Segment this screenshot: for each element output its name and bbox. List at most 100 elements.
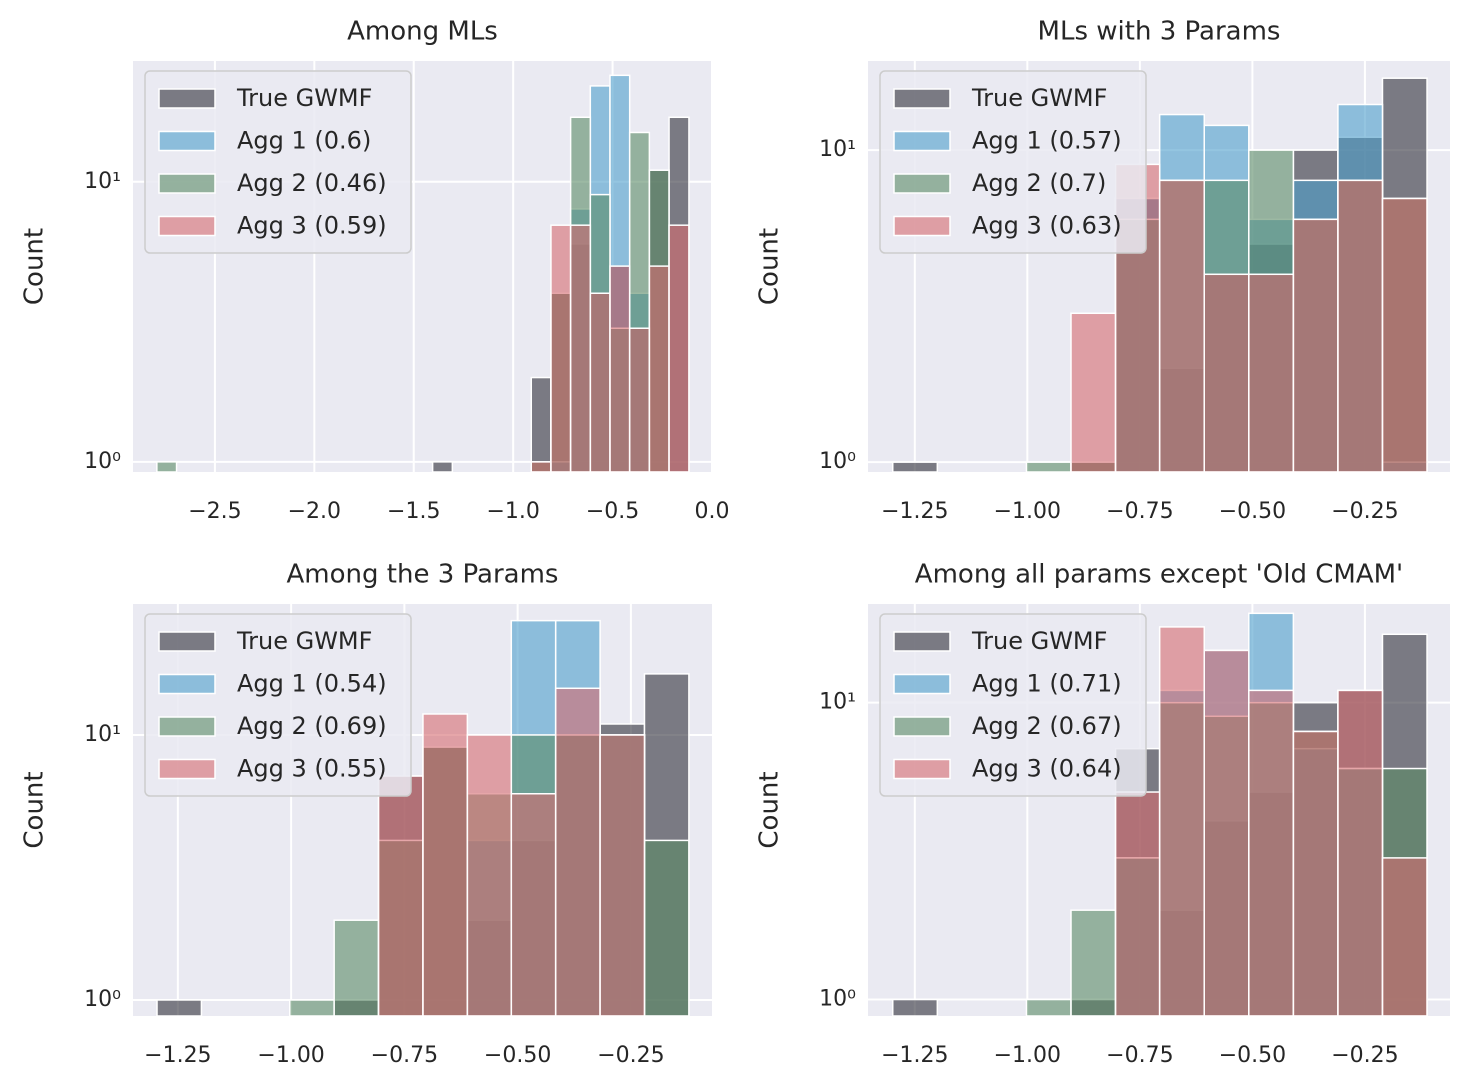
legend-swatch <box>158 88 216 109</box>
bar <box>554 687 601 1017</box>
chart-title: MLs with 3 Params <box>1038 17 1281 47</box>
x-tick-label: −1.00 <box>994 1043 1061 1068</box>
legend-label: Agg 1 (0.57) <box>972 127 1122 155</box>
subplot: −1.25 −1.00 −0.75 −0.50 −0.25 10⁰ 10¹ Among the… <box>20 560 712 1068</box>
bar <box>892 998 939 1017</box>
x-tick-label: −0.50 <box>1219 1043 1286 1068</box>
bar <box>599 734 646 1017</box>
bar <box>569 224 592 473</box>
bar <box>1203 273 1250 473</box>
bar <box>1158 179 1205 473</box>
x-tick-label: −0.75 <box>1106 499 1173 524</box>
legend-box <box>144 70 412 254</box>
legend-label: Agg 3 (0.64) <box>972 755 1122 783</box>
bar <box>510 793 557 1017</box>
legend-label: True GWMF <box>971 627 1107 655</box>
bar <box>1114 791 1161 1017</box>
bar <box>550 224 572 473</box>
bar <box>1025 461 1072 473</box>
bar <box>609 265 631 473</box>
y-tick-label: 10⁰ <box>819 449 856 474</box>
bar <box>1337 179 1384 473</box>
bar <box>1203 649 1250 1017</box>
legend-box <box>144 613 412 797</box>
legend-label: Agg 2 (0.46) <box>237 169 387 197</box>
legend-label: Agg 2 (0.7) <box>972 169 1106 197</box>
legend-swatch <box>893 673 951 695</box>
y-tick-label: 10⁰ <box>819 987 856 1012</box>
bar <box>1381 197 1428 473</box>
x-tick-label: −0.75 <box>1106 1043 1173 1068</box>
chart-title: Among MLs <box>347 17 498 47</box>
x-tick-label: −1.25 <box>881 1043 948 1068</box>
legend-label: True GWMF <box>236 627 372 655</box>
legend-box <box>879 613 1147 797</box>
chart-title: Among the 3 Params <box>287 560 559 590</box>
x-tick-label: −0.75 <box>371 1043 438 1068</box>
y-tick-label: 10¹ <box>819 137 856 162</box>
legend-label: Agg 3 (0.63) <box>972 212 1122 240</box>
legend-swatch <box>158 758 216 780</box>
x-tick-label: −1.25 <box>881 499 948 524</box>
x-tick-label: −1.00 <box>257 1043 324 1068</box>
bar <box>1158 626 1205 1017</box>
bar <box>1025 998 1072 1017</box>
bar <box>466 734 513 1017</box>
legend-box <box>879 70 1147 254</box>
bar <box>1337 689 1384 1017</box>
legend-swatch <box>893 215 951 237</box>
y-axis-label: Count <box>755 228 785 305</box>
legend-swatch <box>158 215 216 237</box>
bar <box>333 919 380 1017</box>
x-tick-label: −2.0 <box>288 499 341 524</box>
bar <box>530 376 552 473</box>
bar <box>289 999 335 1017</box>
legend-label: Agg 1 (0.71) <box>972 670 1122 698</box>
bar <box>1292 218 1339 473</box>
legend-label: Agg 3 (0.55) <box>237 755 387 783</box>
legend-swatch <box>158 173 216 194</box>
legend-swatch <box>893 88 951 109</box>
subplot: −1.25 −1.00 −0.75 −0.50 −0.25 10⁰ 10¹ Among all… <box>755 560 1450 1068</box>
y-tick-label: 10¹ <box>84 722 121 747</box>
legend-swatch <box>893 716 951 737</box>
bar <box>156 999 203 1017</box>
bar <box>589 292 611 473</box>
x-tick-label: −0.25 <box>597 1043 664 1068</box>
x-tick-label: −1.0 <box>486 499 539 524</box>
y-tick-label: 10¹ <box>84 169 121 194</box>
legend-swatch <box>158 716 216 737</box>
x-tick-label: −1.00 <box>994 499 1061 524</box>
bar <box>156 461 178 473</box>
bar <box>422 713 469 1017</box>
x-tick-label: −0.5 <box>586 499 639 524</box>
legend-label: Agg 3 (0.59) <box>237 212 387 240</box>
legend-swatch <box>893 631 951 652</box>
y-axis-label: Count <box>20 228 50 305</box>
x-tick-label: −2.5 <box>188 499 241 524</box>
legend-label: Agg 2 (0.67) <box>972 712 1122 740</box>
bar <box>431 461 454 473</box>
x-tick-label: 0.0 <box>695 499 730 524</box>
bar <box>628 327 651 473</box>
chart-title: Among all params except 'Old CMAM' <box>915 560 1403 590</box>
legend-swatch <box>158 130 216 152</box>
subplot: −2.5 −2.0 −1.5 −1.0 −0.5 0.0 10⁰ 10¹ Among MLs Co… <box>20 17 730 525</box>
legend-swatch <box>158 673 216 695</box>
y-tick-label: 10⁰ <box>84 449 121 474</box>
bar <box>1381 857 1428 1017</box>
x-tick-label: −0.50 <box>484 1043 551 1068</box>
legend-label: True GWMF <box>236 84 372 112</box>
y-axis-label: Count <box>755 771 785 848</box>
bar <box>1070 909 1117 1017</box>
x-tick-label: −1.5 <box>387 499 440 524</box>
legend-label: True GWMF <box>971 84 1107 112</box>
x-tick-label: −1.25 <box>144 1043 211 1068</box>
bar <box>1292 730 1339 1017</box>
bar <box>668 224 690 473</box>
bar <box>1248 273 1295 473</box>
x-tick-label: −0.50 <box>1219 499 1286 524</box>
x-tick-label: −0.25 <box>1331 499 1398 524</box>
bar <box>643 839 690 1017</box>
